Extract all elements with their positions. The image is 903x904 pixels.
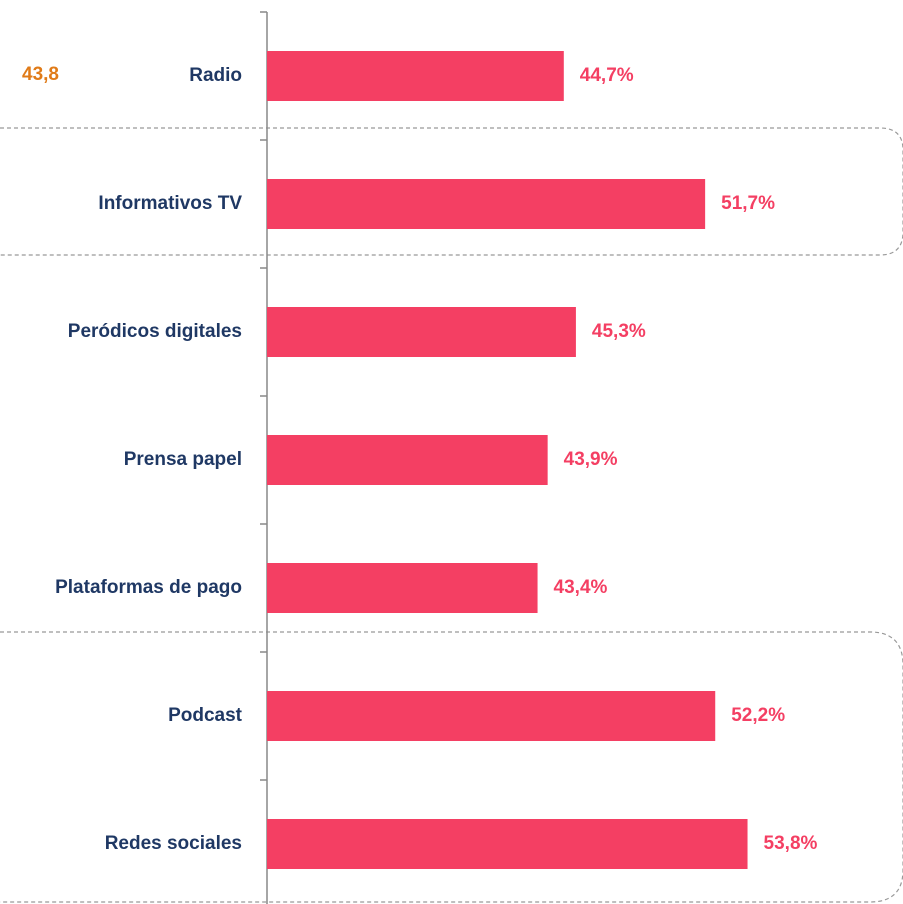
category-label: Podcast [168,705,243,726]
category-label: Radio [189,65,242,86]
bar [267,435,548,485]
bar [267,307,576,357]
bar [267,691,716,741]
highlight-box [0,127,903,256]
value-label: 43,4% [554,577,608,598]
bar [267,819,748,869]
category-label: Informativos TV [98,193,242,214]
value-label: 52,2% [731,705,785,726]
category-label: Redes sociales [105,833,242,854]
value-label: 43,9% [564,449,618,470]
category-label: Prensa papel [124,449,242,470]
category-label: Plataformas de pago [55,577,242,598]
value-label: 53,8% [764,833,818,854]
value-label: 45,3% [592,321,646,342]
category-label: Peródicos digitales [68,321,242,342]
value-label: 44,7% [580,65,634,86]
highlight-box [0,631,903,903]
bar [267,179,706,229]
bar [267,563,538,613]
annotation: 43,8 [22,64,59,85]
value-label: 51,7% [721,193,775,214]
bar [267,51,564,101]
